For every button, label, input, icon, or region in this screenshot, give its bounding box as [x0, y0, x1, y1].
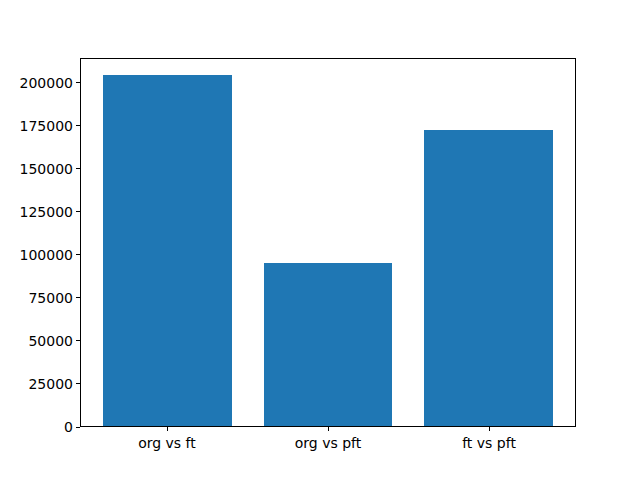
y-tick-label: 75000	[0, 291, 73, 305]
y-tick-label: 0	[0, 420, 73, 434]
x-tick-label: ft vs pft	[462, 436, 516, 450]
x-tick-mark	[328, 427, 329, 431]
figure: 0 25000 50000 75000 100000 125000 150000 175000…	[0, 0, 640, 480]
bar	[103, 75, 231, 426]
x-tick-label: org vs ft	[138, 436, 196, 450]
y-tick-mark	[76, 254, 80, 255]
y-tick-mark	[76, 82, 80, 83]
x-tick-label: org vs pft	[295, 436, 362, 450]
y-tick-label: 125000	[0, 205, 73, 219]
y-tick-mark	[76, 383, 80, 384]
y-tick-mark	[76, 125, 80, 126]
y-tick-label: 100000	[0, 248, 73, 262]
y-tick-mark	[76, 211, 80, 212]
y-tick-mark	[76, 297, 80, 298]
y-tick-label: 150000	[0, 162, 73, 176]
x-tick-mark	[489, 427, 490, 431]
y-tick-mark	[76, 168, 80, 169]
y-tick-mark	[76, 340, 80, 341]
plot-area	[80, 58, 576, 427]
y-tick-label: 200000	[0, 76, 73, 90]
y-tick-mark	[76, 427, 80, 428]
y-tick-label: 175000	[0, 119, 73, 133]
bar	[424, 130, 552, 426]
x-tick-mark	[167, 427, 168, 431]
y-tick-label: 25000	[0, 377, 73, 391]
y-tick-label: 50000	[0, 334, 73, 348]
bar	[264, 263, 392, 426]
